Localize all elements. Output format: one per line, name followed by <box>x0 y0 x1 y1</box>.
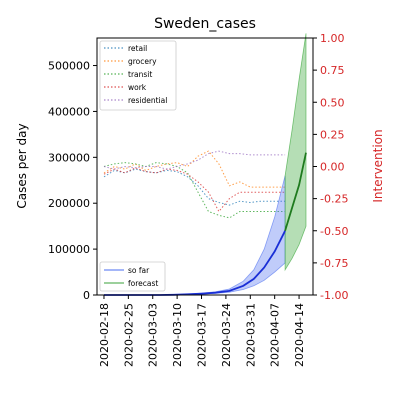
x-tick-label: 2020-03-03 <box>147 303 160 367</box>
forecast-line <box>284 152 307 232</box>
x-tick-label: 2020-04-14 <box>293 303 306 367</box>
legend-label-transit: transit <box>128 70 152 79</box>
mobility-line-residential <box>103 150 286 170</box>
y-axis-label-left: Cases per day <box>15 123 29 208</box>
legend-cases: so far forecast <box>99 261 166 292</box>
legend-label-forecast: forecast <box>128 279 158 288</box>
x-tick-label: 2020-03-17 <box>196 303 209 367</box>
legend-cases-box <box>99 261 166 292</box>
x-tick-label: 2020-02-25 <box>122 303 135 367</box>
legend-label-residential: residential <box>128 96 167 105</box>
mobility-line-transit <box>103 162 286 219</box>
x-tick-label: 2020-04-07 <box>269 303 282 367</box>
mobility-line-work <box>103 167 286 213</box>
left-tick-label: 0 <box>83 289 90 302</box>
left-tick-label: 500000 <box>48 60 90 73</box>
left-tick-label: 100000 <box>48 243 90 256</box>
mobility-line-grocery <box>103 150 286 188</box>
legend-label-retail: retail <box>128 44 147 53</box>
right-tick-label: -0.50 <box>320 225 348 238</box>
mobility-line-retail <box>103 168 286 206</box>
x-tick-label: 2020-03-10 <box>171 303 184 367</box>
legend-mobility: retail grocery transit work residential <box>99 40 177 111</box>
right-tick-label: -1.00 <box>320 289 348 302</box>
right-axis: -1.00 -0.75 -0.50 -0.25 0.00 0.25 0.50 0.75 1.00 <box>313 32 348 302</box>
left-tick-label: 300000 <box>48 151 90 164</box>
x-tick-label: 2020-02-18 <box>98 303 111 367</box>
left-axis: 0 100000 200000 300000 400000 500000 <box>48 60 97 302</box>
x-tick-label: 2020-03-31 <box>244 303 257 367</box>
legend-label-grocery: grocery <box>128 57 157 66</box>
mobility-lines <box>103 150 286 219</box>
right-tick-label: -0.25 <box>320 193 348 206</box>
forecast-band <box>284 33 307 272</box>
right-tick-label: 0.50 <box>320 96 345 109</box>
right-tick-label: 0.00 <box>320 161 345 174</box>
left-tick-label: 400000 <box>48 105 90 118</box>
legend-label-work: work <box>128 83 147 92</box>
legend-label-so-far: so far <box>128 266 150 275</box>
right-tick-label: 1.00 <box>320 32 345 45</box>
x-tick-label: 2020-03-24 <box>220 303 233 367</box>
chart-title: Sweden_cases <box>154 16 256 32</box>
right-tick-label: 0.25 <box>320 128 345 141</box>
left-tick-label: 200000 <box>48 197 90 210</box>
right-tick-label: -0.75 <box>320 257 348 270</box>
x-axis: 2020-02-18 2020-02-25 2020-03-03 2020-03-10… <box>98 295 306 367</box>
right-tick-label: 0.75 <box>320 64 345 77</box>
y-axis-label-right: Intervention <box>371 129 385 202</box>
legend-mobility-box <box>99 40 177 111</box>
